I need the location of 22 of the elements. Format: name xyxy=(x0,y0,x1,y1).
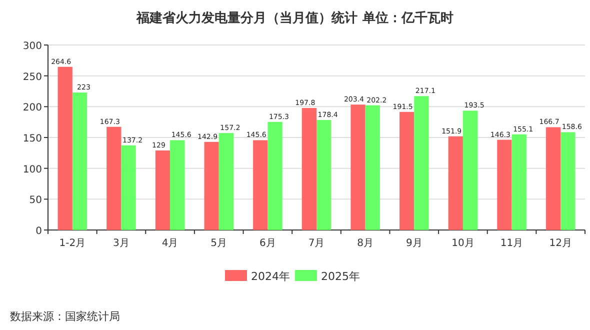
xtick: 10月 xyxy=(452,238,474,249)
ytick: 150 xyxy=(22,134,42,144)
xtick: 1-2月 xyxy=(59,238,86,249)
annotation: 数据来源：国家统计局 xyxy=(10,310,120,323)
xtick: 8月 xyxy=(357,238,374,249)
ytick: 300 xyxy=(22,41,42,52)
xtick: 5月 xyxy=(210,238,228,249)
xtick: 4月 xyxy=(162,238,178,249)
ytick: 250 xyxy=(22,72,42,83)
xtick: 9月 xyxy=(406,238,422,249)
ytick: 200 xyxy=(22,102,42,114)
xtick: 12月 xyxy=(549,238,572,249)
ytick: 100 xyxy=(22,164,42,176)
legend-label: 2024年 xyxy=(251,270,290,283)
xtick: 7月 xyxy=(308,238,325,249)
xtick: 11月 xyxy=(500,238,524,249)
title: 福建省火力发电量分月（当月值）统计 单位：亿千瓦时 xyxy=(136,11,454,26)
xtick: 6月 xyxy=(260,238,276,249)
legend-label: 2025年 xyxy=(321,270,360,283)
ytick: 0 xyxy=(36,226,42,237)
ytick: 50 xyxy=(29,195,42,206)
xtick: 3月 xyxy=(113,238,130,249)
